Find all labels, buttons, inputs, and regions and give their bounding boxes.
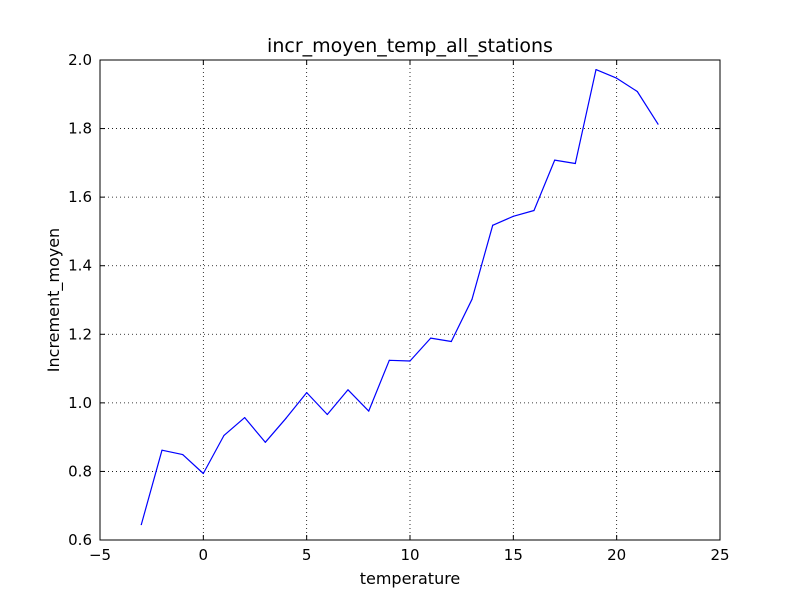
tick-marks	[99, 59, 721, 541]
x-tick-label: 10	[400, 546, 419, 564]
y-tick-label: 1.0	[68, 394, 92, 412]
data-point	[306, 391, 308, 394]
y-tick-label: 1.2	[68, 325, 92, 343]
series-layer	[140, 68, 659, 526]
data-point	[182, 454, 184, 456]
series-line	[140, 68, 659, 525]
data-point	[471, 298, 473, 300]
data-point	[264, 441, 266, 443]
data-point	[574, 162, 576, 165]
data-point	[285, 417, 287, 419]
x-tick-label: 0	[199, 546, 209, 564]
x-tick-label: 5	[302, 546, 312, 564]
y-tick-label: 0.6	[68, 531, 92, 549]
data-point	[430, 337, 432, 339]
data-point	[140, 523, 142, 526]
y-tick-label: 1.4	[68, 257, 92, 275]
x-tick-label: 20	[607, 546, 626, 564]
data-point	[554, 159, 556, 161]
data-point	[326, 413, 328, 416]
data-point	[492, 224, 494, 226]
data-point	[244, 417, 246, 419]
y-tick-label: 0.8	[68, 462, 92, 480]
x-tick-label: 25	[710, 546, 729, 564]
y-tick-labels: 0.6 0.8 1.0 1.2 1.4 1.6 1.8 2.0	[68, 51, 92, 549]
chart-title: incr_moyen_temp_all_stations	[267, 35, 553, 57]
data-point	[636, 90, 638, 93]
grid-lines	[100, 60, 720, 540]
data-point	[202, 472, 204, 475]
x-tick-label: 15	[504, 546, 523, 564]
data-point	[347, 389, 349, 391]
y-tick-label: 1.8	[68, 120, 92, 138]
data-point	[512, 215, 514, 217]
data-point	[368, 410, 370, 412]
y-tick-label: 2.0	[68, 51, 92, 69]
data-point	[223, 434, 225, 437]
data-point	[161, 449, 163, 451]
x-tick-labels: −5 0 5 10 15 20 25	[89, 546, 730, 564]
data-point	[409, 360, 411, 362]
data-point	[595, 69, 597, 71]
data-point	[533, 209, 535, 212]
x-tick-label: −5	[89, 546, 111, 564]
data-point	[450, 340, 452, 343]
data-point	[388, 359, 390, 361]
data-point	[616, 77, 618, 79]
x-axis-label: temperature	[360, 569, 461, 588]
data-point	[657, 123, 659, 125]
y-tick-label: 1.6	[68, 188, 92, 206]
y-axis-label: Increment_moyen	[44, 228, 64, 372]
